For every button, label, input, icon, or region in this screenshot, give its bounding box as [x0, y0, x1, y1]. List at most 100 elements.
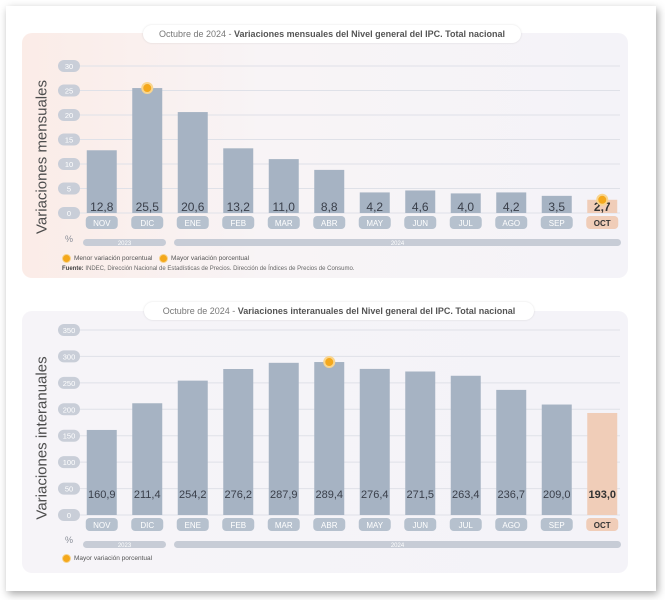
- category-pill: [449, 216, 482, 229]
- value-label: 193,0: [588, 489, 616, 501]
- category-pill: [449, 518, 482, 531]
- category-label: AGO: [502, 521, 520, 530]
- monthly-legend-max: Mayor variación porcentual: [159, 254, 249, 263]
- value-label: 4,6: [412, 200, 429, 214]
- monthly-legend-min-label: Menor variación porcentual: [74, 255, 153, 263]
- y-tick-pill: [58, 182, 80, 195]
- bar-mar: [268, 362, 299, 515]
- category-pill: [267, 216, 300, 229]
- y-tick-pill: [58, 133, 80, 146]
- category-label: JUN: [412, 521, 428, 530]
- category-label: OCT: [594, 219, 611, 228]
- annual-chart-title-prefix: Octubre de 2024 -: [162, 306, 238, 316]
- bar-nov: [86, 429, 117, 515]
- bar-abr: [314, 362, 345, 515]
- annual-legend-max-label: Mayor variación porcentual: [74, 555, 153, 563]
- category-pill: [176, 216, 209, 229]
- category-pill: [586, 518, 619, 531]
- year-group-label: 2023: [118, 241, 132, 247]
- bar-jun: [405, 371, 436, 515]
- year-group-pill: [174, 239, 621, 246]
- y-tick-pill: [58, 350, 80, 363]
- category-pill: [358, 518, 391, 531]
- category-pill: [313, 518, 346, 531]
- bar-sep: [541, 404, 572, 515]
- value-label: 4,2: [503, 200, 520, 214]
- value-label: 20,6: [181, 200, 205, 214]
- bar-jun: [405, 190, 436, 213]
- y-tick-pill: [58, 84, 80, 97]
- source-label: Fuente:: [62, 266, 84, 272]
- monthly-chart-title-text: Variaciones mensuales del Nivel general …: [234, 29, 505, 39]
- y-tick-label: 200: [63, 405, 76, 414]
- category-pill: [222, 518, 255, 531]
- bar-sep: [541, 195, 572, 213]
- annual-chart-title: Octubre de 2024 - Variaciones interanual…: [144, 302, 534, 320]
- category-label: MAR: [275, 219, 293, 228]
- value-label: 3,5: [548, 200, 565, 214]
- bar-jul: [450, 193, 481, 213]
- category-pill: [131, 518, 164, 531]
- category-pill: [404, 216, 437, 229]
- year-group-pill: [83, 541, 166, 548]
- y-tick-label: 250: [63, 379, 76, 388]
- value-label: 263,4: [452, 489, 480, 501]
- y-tick-pill: [58, 158, 80, 170]
- value-label: 211,4: [134, 489, 161, 501]
- y-tick-pill: [58, 324, 80, 336]
- y-tick-label: 25: [65, 87, 73, 96]
- y-tick-pill: [58, 109, 80, 121]
- value-label: 11,0: [273, 200, 296, 214]
- y-tick-pill: [58, 60, 80, 72]
- y-tick-pill: [58, 376, 80, 389]
- value-label: 276,4: [361, 489, 389, 501]
- category-label: JUN: [412, 219, 428, 228]
- category-label: FEB: [230, 521, 246, 530]
- category-pill: [404, 518, 437, 531]
- y-tick-label: 350: [63, 326, 76, 335]
- value-label: 209,0: [543, 489, 571, 501]
- value-label: 13,2: [227, 200, 251, 214]
- category-label: MAY: [366, 521, 383, 530]
- min-marker-icon: [62, 254, 71, 263]
- value-label: 160,9: [88, 489, 116, 501]
- category-pill: [85, 518, 118, 531]
- category-label: ENE: [185, 521, 201, 530]
- category-pill: [267, 518, 300, 531]
- category-label: OCT: [594, 521, 611, 530]
- monthly-legend-min: Menor variación porcentual: [62, 254, 152, 263]
- y-tick-label: 100: [63, 458, 76, 467]
- category-label: ABR: [321, 521, 338, 530]
- y-tick-label: 20: [65, 111, 73, 120]
- value-label: 236,7: [497, 489, 525, 501]
- category-label: DIC: [140, 219, 154, 228]
- value-label: 271,5: [406, 489, 434, 501]
- y-tick-pill: [58, 456, 80, 469]
- value-label: 12,8: [90, 200, 114, 214]
- year-group-pill: [174, 541, 621, 548]
- category-label: SEP: [549, 521, 565, 530]
- annual-legend-max: Mayor variación porcentual: [62, 554, 152, 563]
- y-tick-label: 10: [65, 160, 73, 169]
- category-label: ENE: [185, 219, 201, 228]
- category-label: SEP: [549, 219, 565, 228]
- y-tick-label: 0: [67, 511, 71, 520]
- bar-may: [359, 368, 390, 515]
- year-group-pill: [83, 239, 166, 246]
- category-pill: [540, 518, 573, 531]
- monthly-chart-panel: [22, 33, 628, 278]
- max-marker-icon: [62, 554, 71, 563]
- category-label: NOV: [93, 521, 111, 530]
- value-label: 289,4: [315, 489, 343, 501]
- bar-nov: [86, 150, 117, 213]
- bar-ene: [177, 380, 208, 515]
- monthly-chart-title: Octubre de 2024 - Variaciones mensuales …: [143, 25, 521, 43]
- annual-chart-title-text: Variaciones interanuales del Nivel gener…: [237, 306, 516, 316]
- year-group-label: 2023: [118, 543, 132, 549]
- category-pill: [176, 518, 209, 531]
- value-label: 8,8: [321, 200, 338, 214]
- category-pill: [222, 216, 255, 229]
- bar-ago: [496, 389, 527, 515]
